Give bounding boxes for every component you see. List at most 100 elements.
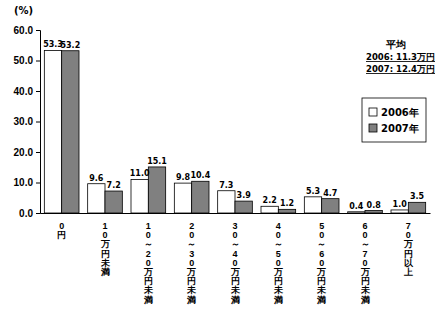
data-label: 1.2: [280, 199, 294, 208]
annotation: 平均: [385, 39, 406, 50]
x-tick: 0円: [57, 213, 66, 240]
x-tick-label: 60～70万円未満: [360, 221, 371, 305]
y-tick-label: 40.0: [14, 86, 34, 97]
data-label: 0.4: [349, 202, 364, 211]
data-label: 5.3: [306, 187, 320, 196]
x-tick-char: 満: [143, 295, 153, 305]
legend: 2006年 2007年: [362, 98, 426, 142]
bar: [391, 210, 408, 213]
x-tick: 50～60万円未満: [316, 213, 327, 305]
bar: [218, 191, 235, 213]
y-tick: 30.0: [14, 116, 40, 127]
x-tick-label: 10万円未満: [100, 221, 111, 277]
y-axis-title: (%): [14, 5, 33, 16]
x-tick: 20～30万円未満: [186, 213, 197, 305]
data-label: 3.5: [410, 192, 425, 201]
x-axis: 0円 10万円未満 10～20万円未満 20～30万円未満 30～40万円未満 40～50…: [41, 213, 431, 305]
chart: 0.010.020.030.040.050.060.053.39.611.09.…: [0, 0, 436, 309]
x-tick-label: 20～30万円未満: [186, 221, 197, 305]
x-axis-line: [41, 213, 431, 214]
bar: [174, 183, 191, 213]
bar: [131, 179, 148, 213]
bar: [88, 184, 105, 213]
data-label: 53.2: [60, 41, 80, 50]
y-tick-mark: [36, 61, 40, 62]
data-label: 2.2: [263, 196, 277, 205]
data-label: 7.2: [107, 181, 121, 190]
x-tick: 70万円以上: [403, 213, 414, 277]
bar: [105, 191, 122, 213]
data-label: 1.0: [393, 200, 408, 209]
y-tick-label: 0.0: [19, 208, 33, 219]
y-tick: 20.0: [14, 147, 40, 158]
y-tick-label: 50.0: [14, 55, 34, 66]
legend-swatch: [369, 108, 377, 116]
x-tick-char: 満: [100, 267, 110, 277]
x-tick-label: 30～40万円未満: [230, 221, 241, 305]
bars: [44, 50, 425, 213]
y-tick: 60.0: [14, 25, 40, 36]
x-tick: 60～70万円未満: [360, 213, 371, 305]
y-tick: 10.0: [14, 177, 40, 188]
annotation: 2006: 11.3万円: [366, 52, 435, 62]
x-tick: 40～50万円未満: [273, 213, 284, 305]
legend-label: 2007年: [381, 123, 419, 134]
bar: [322, 199, 339, 213]
x-tick: 10万円未満: [100, 213, 111, 277]
y-tick-mark: [36, 30, 40, 31]
bar: [408, 202, 425, 213]
bar: [261, 206, 278, 213]
bar: [62, 51, 79, 213]
bar: [148, 167, 165, 213]
x-tick-label: 10～20万円未満: [143, 221, 154, 305]
bar: [44, 50, 61, 213]
y-axis-line: [36, 31, 41, 214]
x-tick-char: 円: [57, 230, 66, 240]
y-tick-mark: [36, 122, 40, 123]
y-tick: 0.0: [19, 208, 40, 219]
y-tick-label: 10.0: [14, 177, 34, 188]
data-label: 15.1: [147, 157, 167, 166]
data-label: 11.0: [130, 169, 150, 178]
x-tick: 10～20万円未満: [143, 213, 154, 305]
bar: [304, 197, 321, 213]
x-tick-char: 上: [403, 267, 413, 277]
y-tick-mark: [36, 213, 40, 214]
data-label: 3.9: [237, 191, 252, 200]
data-label: 4.7: [323, 189, 337, 198]
y-tick-label: 30.0: [14, 116, 34, 127]
data-label: 9.8: [176, 173, 191, 182]
x-tick: 30～40万円未満: [230, 213, 241, 305]
bar: [365, 211, 382, 213]
legend-swatch: [369, 124, 377, 132]
y-tick: 50.0: [14, 55, 40, 66]
y-tick: 40.0: [14, 86, 40, 97]
bar: [192, 181, 209, 213]
x-tick-char: 満: [316, 295, 326, 305]
bar: [235, 201, 252, 213]
y-tick-mark: [36, 152, 40, 153]
x-tick-char: 満: [360, 295, 370, 305]
y-tick-label: 60.0: [14, 25, 34, 36]
x-tick-label: 0円: [57, 221, 66, 240]
data-label: 10.4: [190, 171, 210, 180]
x-tick-char: 満: [230, 295, 240, 305]
data-label: 0.8: [367, 201, 382, 210]
x-tick-label: 70万円以上: [403, 221, 414, 277]
x-tick-label: 50～60万円未満: [316, 221, 327, 305]
bar: [278, 209, 295, 213]
y-tick-label: 20.0: [14, 147, 34, 158]
annotation: 2007: 12.4万円: [366, 64, 435, 74]
y-tick-mark: [36, 183, 40, 184]
legend-box: [362, 98, 426, 142]
bar: [348, 212, 365, 213]
legend-label: 2006年: [381, 107, 419, 118]
annotations: 平均 2006: 11.3万円 2007: 12.4万円: [366, 39, 435, 74]
x-tick-label: 40～50万円未満: [273, 221, 284, 305]
y-tick-mark: [36, 91, 40, 92]
x-tick-char: 満: [186, 295, 196, 305]
y-axis: 0.0 10.0 20.0 30.0 40.0 50.0 60.0: [14, 25, 41, 219]
data-label: 7.3: [219, 181, 233, 190]
data-label: 9.6: [89, 174, 104, 183]
x-tick-char: 満: [273, 295, 283, 305]
